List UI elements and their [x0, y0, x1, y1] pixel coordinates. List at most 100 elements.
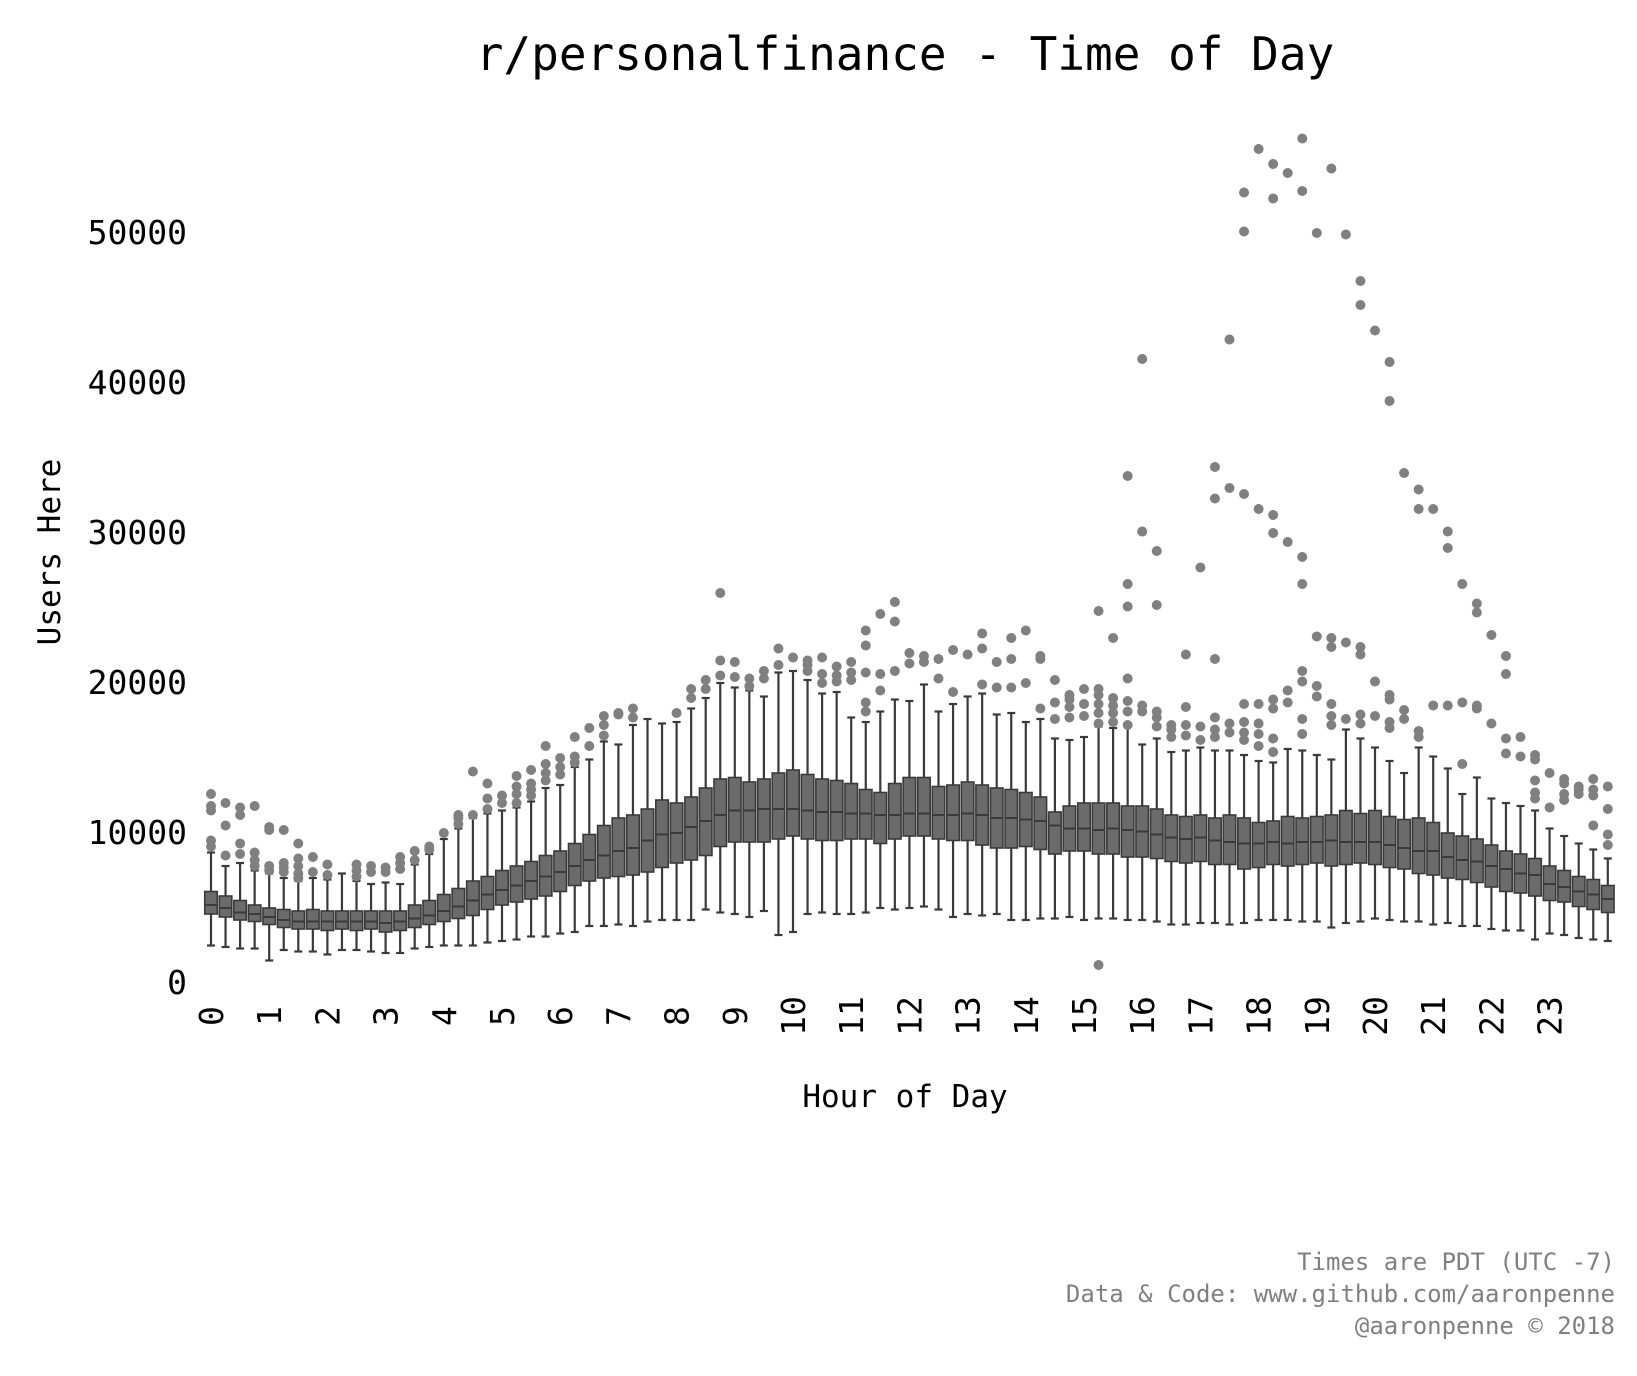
outlier-point [584, 723, 595, 733]
outlier-point [1239, 727, 1250, 738]
outlier-point [1093, 718, 1104, 729]
outlier-point [1049, 697, 1060, 708]
box-iqr [1353, 812, 1368, 864]
outlier-point [569, 751, 580, 762]
box-iqr [1120, 805, 1135, 858]
outlier-point [758, 673, 769, 684]
outlier-point [744, 681, 755, 691]
box-96 [1600, 857, 1615, 943]
chart-title: r/personalfinance - Time of Day [476, 27, 1335, 81]
box-63 [1120, 725, 1135, 922]
outlier-point [1108, 708, 1119, 718]
box-90 [1513, 804, 1528, 932]
outlier-point [598, 720, 609, 730]
outlier-point [1370, 676, 1380, 687]
box-iqr [1397, 818, 1412, 870]
box-iqr [902, 776, 917, 837]
outlier-point [860, 625, 871, 636]
outlier-point [846, 667, 857, 678]
outlier-points [206, 133, 1613, 970]
outlier-point [1268, 159, 1279, 169]
outlier-point [991, 682, 1002, 693]
x-tick-labels: 0 1 2 3 4 5 6 7 8 9 10 11 12 13 14 15 16 17 18 19 20 21 22 23 [192, 996, 1570, 1036]
outlier-point [235, 802, 246, 813]
box-39 [771, 671, 786, 937]
outlier-point [1588, 820, 1599, 831]
outlier-point [1282, 697, 1293, 708]
box-iqr [684, 796, 699, 861]
x-tick-label: 3 [367, 1006, 406, 1026]
outlier-point [1006, 682, 1017, 693]
outlier-point [1282, 537, 1293, 547]
box-54 [989, 713, 1004, 916]
box-iqr [1251, 821, 1266, 869]
outlier-point [511, 798, 522, 808]
box-iqr [713, 778, 728, 848]
outlier-point [278, 825, 289, 835]
box-11 [363, 882, 379, 953]
box-66 [1164, 750, 1179, 926]
outlier-point [1195, 562, 1206, 573]
outlier-point [1122, 720, 1133, 730]
box-iqr [1280, 815, 1295, 867]
box-iqr [596, 824, 611, 879]
box-38 [756, 695, 771, 913]
outlier-point [1544, 802, 1555, 813]
box-59 [1062, 738, 1077, 919]
outlier-point [918, 651, 929, 661]
box-35 [713, 681, 728, 914]
outlier-point [889, 666, 900, 676]
box-75 [1295, 749, 1310, 923]
box-73 [1266, 761, 1281, 922]
box-16 [436, 837, 451, 947]
outlier-point [1166, 720, 1177, 730]
outlier-point [846, 657, 857, 667]
outlier-point [1297, 729, 1308, 739]
box-3 [247, 869, 262, 950]
box-iqr [407, 904, 422, 929]
box-6 [291, 879, 306, 953]
outlier-point [1355, 300, 1366, 310]
box-62 [1106, 726, 1121, 920]
box-plot-series [203, 669, 1615, 962]
outlier-point [1282, 685, 1293, 696]
outlier-point [1530, 750, 1541, 760]
box-42 [815, 692, 830, 914]
outlier-point [1049, 675, 1060, 685]
box-10 [349, 879, 364, 952]
box-iqr [582, 833, 597, 882]
box-iqr [218, 895, 233, 918]
box-93 [1557, 834, 1572, 937]
box-iqr [1047, 811, 1062, 855]
outlier-point [1326, 642, 1337, 652]
x-tick-label: 16 [1123, 996, 1162, 1036]
outlier-point [1108, 717, 1119, 727]
outlier-point [1137, 526, 1148, 537]
box-iqr [829, 779, 844, 842]
outlier-point [1559, 774, 1570, 784]
outlier-point [1471, 598, 1482, 609]
outlier-point [977, 679, 988, 690]
x-tick-label: 22 [1472, 996, 1511, 1036]
outlier-point [511, 771, 522, 781]
outlier-point [482, 804, 493, 814]
outlier-point [1195, 735, 1206, 745]
outlier-point [744, 673, 755, 684]
outlier-point [453, 810, 464, 820]
outlier-point [1311, 631, 1322, 642]
box-32 [669, 720, 684, 922]
outlier-point [1530, 787, 1541, 798]
outlier-point [1442, 526, 1453, 537]
outlier-point [802, 655, 813, 666]
outlier-point [540, 775, 551, 786]
outlier-point [1602, 804, 1613, 814]
outlier-point [671, 708, 682, 718]
box-17 [451, 827, 466, 947]
outlier-point [1282, 168, 1293, 178]
footer-credits: Times are PDT (UTC -7) Data & Code: www.… [1066, 1246, 1615, 1342]
box-iqr [785, 769, 801, 837]
box-37 [742, 689, 757, 919]
outlier-point [1122, 696, 1133, 706]
box-91 [1528, 809, 1543, 941]
outlier-point [1442, 543, 1453, 553]
